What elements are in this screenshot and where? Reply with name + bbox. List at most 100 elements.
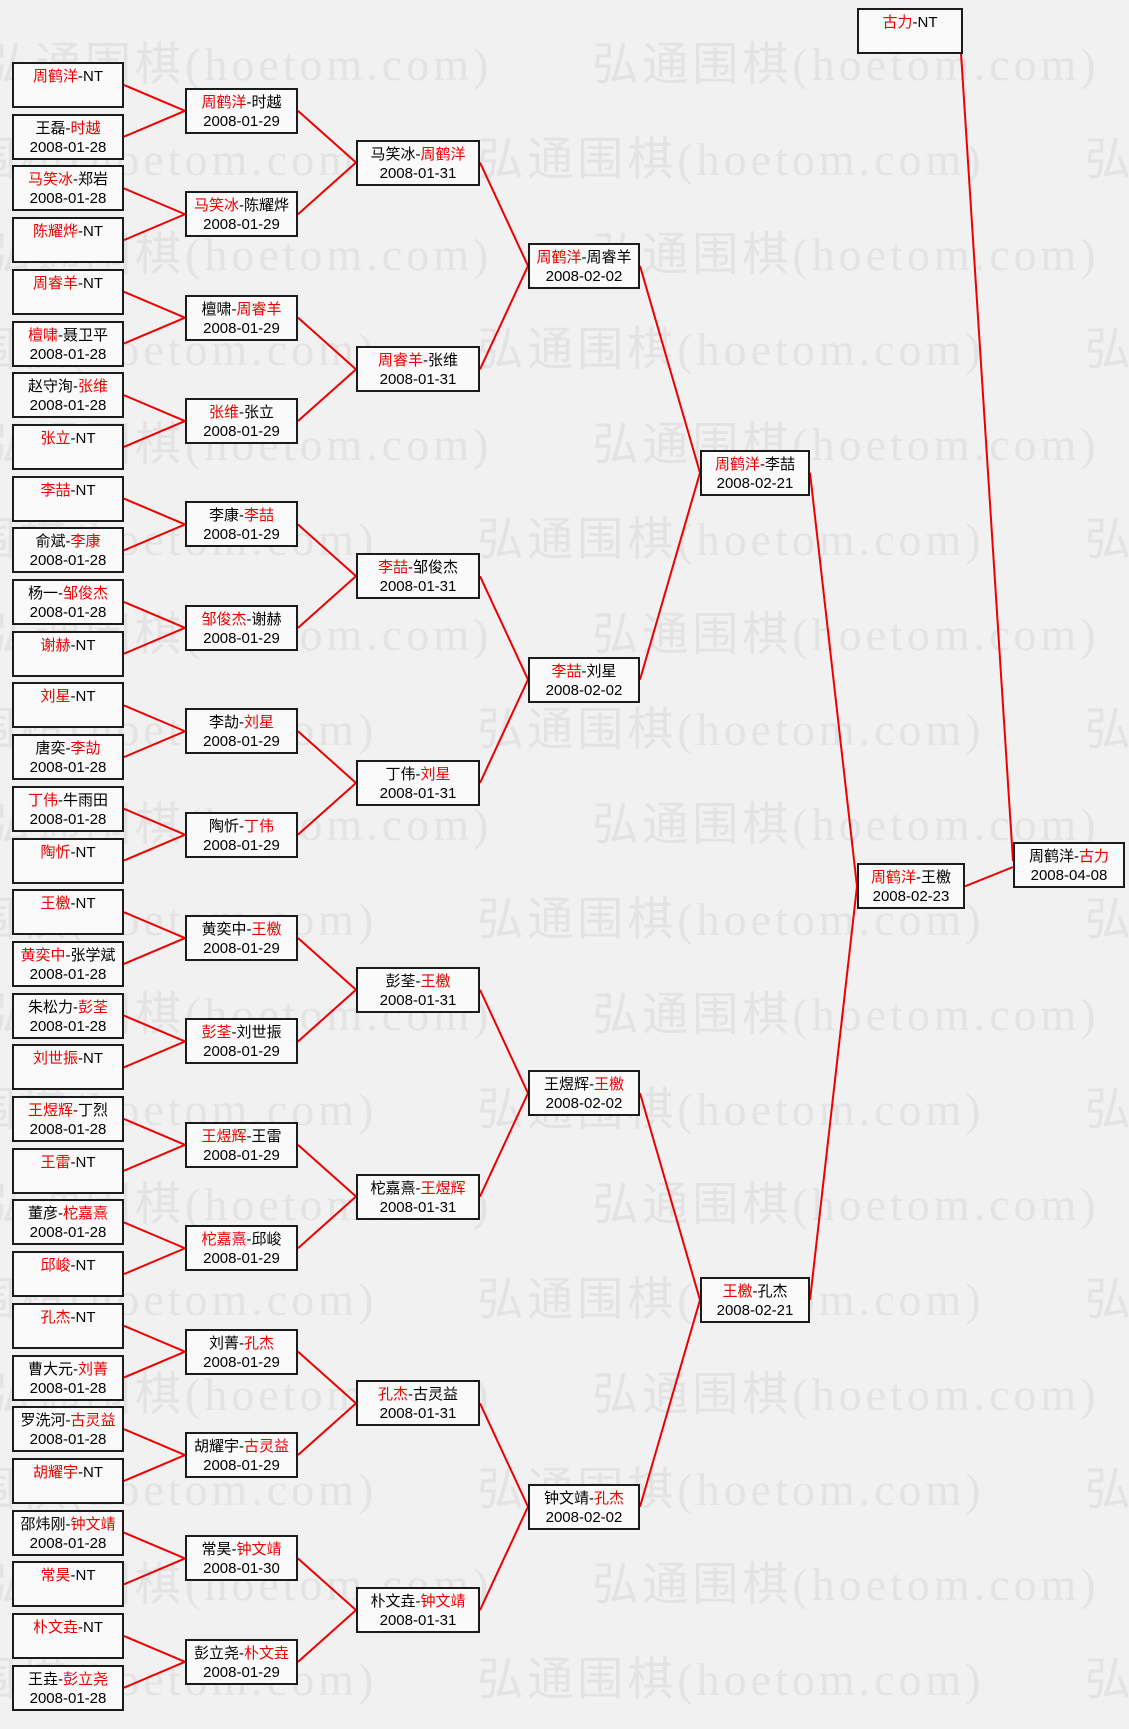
match-players: 陶忻-丁伟 xyxy=(187,817,296,836)
players-dash: - xyxy=(70,844,76,861)
match-players: 王磊-时越 xyxy=(14,119,122,138)
match-players: 邱峻-NT xyxy=(14,1256,122,1275)
player2-name: 时越 xyxy=(251,94,282,111)
players-dash: - xyxy=(246,611,252,628)
match-players: 檀啸-聂卫平 xyxy=(14,326,122,345)
player1-name: 陶忻 xyxy=(40,844,71,861)
match-date: 2008-01-29 xyxy=(203,630,280,647)
player1-name: 周鹤洋 xyxy=(32,68,78,85)
player2-name: NT xyxy=(75,482,96,499)
connector-line xyxy=(123,1221,186,1250)
match-box-r2-m12: 柁嘉熹-邱峻 2008-01-29 xyxy=(185,1225,298,1271)
match-players: 马笑冰-周鹤洋 xyxy=(358,145,478,164)
match-box-r3-m2: 周睿羊-张维 2008-01-31 xyxy=(356,346,480,392)
match-players: 俞斌-李康 xyxy=(14,532,122,551)
player1-name: 邹俊杰 xyxy=(201,611,247,628)
connector-line xyxy=(297,368,357,422)
players-dash: - xyxy=(239,404,244,421)
players-dash: - xyxy=(916,869,921,886)
match-date: 2008-01-28 xyxy=(29,966,107,983)
player1-name: 胡耀宇 xyxy=(193,1438,239,1455)
match-players: 杨一-邹俊杰 xyxy=(14,584,122,603)
match-date: 2008-01-28 xyxy=(29,346,107,363)
player2-name: NT xyxy=(83,1464,103,1481)
match-players: 谢赫-NT xyxy=(14,636,122,655)
connector-line xyxy=(479,1092,529,1197)
player1-name: 朱松力 xyxy=(27,999,73,1016)
connector-line xyxy=(123,911,186,939)
player1-name: 谢赫 xyxy=(40,637,71,654)
match-box-r3-m4: 丁伟-刘星 2008-01-31 xyxy=(356,760,480,806)
match-box-r1-m32: 王垚-彭立尧 2008-01-28 xyxy=(12,1665,124,1711)
match-date: 2008-01-28 xyxy=(29,811,107,828)
connector-line xyxy=(123,523,186,552)
player1-name: 曹大元 xyxy=(27,1361,73,1378)
match-box-r1-m8: 张立-NT xyxy=(12,424,124,470)
match-box-r1-m9: 李喆-NT xyxy=(12,476,124,522)
connector-line xyxy=(123,497,186,526)
players-dash: - xyxy=(239,714,244,731)
player1-name: 李喆 xyxy=(40,482,71,499)
players-dash: - xyxy=(58,327,63,344)
connector-line xyxy=(123,730,186,759)
connector-line xyxy=(123,1531,186,1560)
match-date: 2008-01-29 xyxy=(203,1354,280,1371)
match-date: 2008-01-29 xyxy=(203,733,280,750)
players-dash: - xyxy=(1074,848,1079,865)
match-players: 王檄-NT xyxy=(14,894,122,913)
player2-name: 陈耀烨 xyxy=(244,197,290,214)
player2-name: 谢赫 xyxy=(251,611,282,628)
players-dash: - xyxy=(70,688,76,705)
players-dash: - xyxy=(589,1076,594,1093)
players-dash: - xyxy=(239,197,244,214)
connector-line xyxy=(123,1350,186,1379)
players-dash: - xyxy=(70,482,76,499)
player2-name: 王雷 xyxy=(251,1128,282,1145)
player2-name: 王檄 xyxy=(921,869,952,886)
player2-name: NT xyxy=(75,430,96,447)
connector-line xyxy=(297,575,357,629)
connector-line xyxy=(123,1428,186,1456)
player1-name: 丁伟 xyxy=(385,766,416,783)
player1-name: 王檄 xyxy=(722,1283,753,1300)
player2-name: 古灵益 xyxy=(413,1386,459,1403)
connector-line xyxy=(297,161,357,215)
player2-name: 聂卫平 xyxy=(63,327,109,344)
match-box-r1-m3: 马笑冰-郑岩 2008-01-28 xyxy=(12,165,124,211)
match-date: 2008-01-29 xyxy=(203,1147,280,1164)
connector-line xyxy=(123,420,186,448)
player2-name: 朴文垚 xyxy=(244,1645,290,1662)
players-dash: - xyxy=(78,1050,83,1067)
match-box-r1-m20: 刘世振-NT xyxy=(12,1044,124,1090)
connector-line xyxy=(123,937,186,965)
match-players: 董彦-柁嘉熹 xyxy=(14,1204,122,1223)
players-dash: - xyxy=(70,1567,76,1584)
players-dash: - xyxy=(415,1180,421,1197)
connector-line xyxy=(123,1014,186,1043)
match-date: 2008-01-28 xyxy=(29,397,107,414)
player1-name: 钟文靖 xyxy=(543,1490,589,1507)
match-box-r1-m5: 周睿羊-NT xyxy=(12,269,124,315)
match-box-r3-m7: 孔杰-古灵益 2008-01-31 xyxy=(356,1380,480,1426)
connector-line xyxy=(123,807,186,836)
player2-name: 李劼 xyxy=(70,740,101,757)
players-dash: - xyxy=(408,1386,413,1403)
player1-name: 马笑冰 xyxy=(193,197,239,214)
player2-name: 张维 xyxy=(428,352,459,369)
connector-line xyxy=(123,1324,186,1353)
players-dash: - xyxy=(73,171,78,188)
player2-name: 刘世振 xyxy=(236,1024,282,1041)
match-players: 胡耀宇-古灵益 xyxy=(187,1437,296,1456)
match-box-r1-m13: 刘星-NT xyxy=(12,682,124,728)
match-box-r1-m26: 曹大元-刘菁 2008-01-28 xyxy=(12,1355,124,1401)
match-box-r1-m21: 王煜辉-丁烈 2008-01-28 xyxy=(12,1096,124,1142)
players-dash: - xyxy=(760,456,765,473)
player1-name: 周睿羊 xyxy=(32,275,78,292)
player1-name: 王雷 xyxy=(40,1154,71,1171)
connector-line xyxy=(123,1635,186,1663)
match-date: 2008-01-28 xyxy=(29,1431,107,1448)
player2-name: NT xyxy=(75,895,96,912)
player1-name: 张维 xyxy=(208,404,239,421)
match-players: 周鹤洋-周睿羊 xyxy=(530,248,638,267)
match-box-r1-m4: 陈耀烨-NT xyxy=(12,217,124,263)
